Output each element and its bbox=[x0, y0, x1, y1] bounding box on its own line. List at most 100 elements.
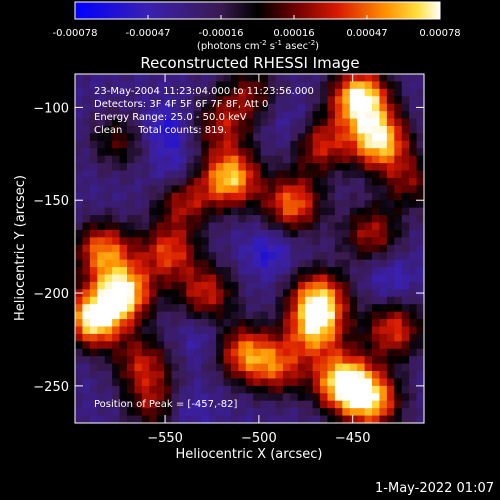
heatmap-cell bbox=[141, 177, 150, 186]
heatmap-cell bbox=[297, 140, 306, 149]
heatmap-cell bbox=[334, 140, 343, 149]
heatmap-cell bbox=[379, 252, 388, 261]
heatmap-cell bbox=[75, 111, 84, 120]
heatmap-cell bbox=[290, 170, 299, 179]
heatmap-cell bbox=[312, 81, 321, 90]
heatmap-cell bbox=[290, 408, 299, 417]
heatmap-cell bbox=[230, 393, 239, 402]
heatmap-cell bbox=[349, 111, 358, 120]
heatmap-cell bbox=[320, 296, 329, 305]
heatmap-cell bbox=[75, 237, 84, 246]
heatmap-cell bbox=[171, 74, 180, 83]
heatmap-cell bbox=[357, 311, 366, 320]
heatmap-cell bbox=[282, 408, 291, 417]
heatmap-cell bbox=[164, 155, 173, 164]
heatmap-cell bbox=[104, 378, 113, 387]
heatmap-cell bbox=[104, 319, 113, 328]
heatmap-cell bbox=[223, 148, 232, 157]
heatmap-cell bbox=[156, 148, 165, 157]
heatmap-cell bbox=[97, 81, 106, 90]
heatmap-cell bbox=[290, 348, 299, 357]
heatmap-cell bbox=[126, 244, 136, 253]
heatmap-cell bbox=[357, 274, 366, 283]
heatmap-cell bbox=[164, 177, 173, 186]
heatmap-cell bbox=[230, 296, 239, 305]
heatmap-cell bbox=[126, 133, 136, 142]
heatmap-cell bbox=[409, 281, 418, 290]
heatmap-cell bbox=[156, 88, 165, 97]
heatmap-cell bbox=[97, 371, 106, 380]
heatmap-cell bbox=[334, 96, 343, 105]
heatmap-cell bbox=[119, 155, 128, 164]
heatmap-cell bbox=[290, 252, 299, 261]
heatmap-cell bbox=[394, 81, 403, 90]
heatmap-cell bbox=[260, 326, 269, 335]
heatmap-cell bbox=[409, 163, 418, 172]
heatmap-cell bbox=[305, 281, 314, 290]
heatmap-cell bbox=[268, 96, 277, 105]
heatmap-cell bbox=[171, 140, 180, 149]
heatmap-cell bbox=[297, 267, 306, 276]
heatmap-cell bbox=[305, 140, 314, 149]
heatmap-cell bbox=[349, 118, 358, 127]
heatmap-cell bbox=[268, 400, 277, 409]
heatmap-cell bbox=[186, 200, 195, 209]
heatmap-cell bbox=[320, 304, 329, 313]
heatmap-cell bbox=[193, 333, 202, 342]
heatmap-cell bbox=[141, 333, 150, 342]
heatmap-cell bbox=[171, 177, 180, 186]
heatmap-cell bbox=[134, 259, 143, 268]
heatmap-cell bbox=[386, 163, 395, 172]
heatmap-cell bbox=[112, 96, 121, 105]
heatmap-cell bbox=[126, 400, 136, 409]
heatmap-cell bbox=[320, 237, 329, 246]
heatmap-cell bbox=[320, 148, 329, 157]
heatmap-cell bbox=[305, 400, 314, 409]
heatmap-cell bbox=[364, 200, 373, 209]
heatmap-cell bbox=[164, 96, 173, 105]
heatmap-cell bbox=[334, 296, 343, 305]
y-tick-label: −200 bbox=[33, 287, 69, 302]
heatmap-cell bbox=[230, 96, 239, 105]
heatmap-cell bbox=[349, 96, 358, 105]
heatmap-cell bbox=[305, 378, 314, 387]
heatmap-cell bbox=[75, 140, 84, 149]
heatmap-cell bbox=[290, 81, 299, 90]
heatmap-cell bbox=[349, 281, 358, 290]
heatmap-cell bbox=[149, 125, 158, 135]
heatmap-cell bbox=[379, 118, 388, 127]
heatmap-cell bbox=[89, 96, 98, 105]
heatmap-cell bbox=[312, 185, 321, 194]
heatmap-cell bbox=[134, 348, 143, 357]
heatmap-cell bbox=[268, 229, 277, 238]
heatmap-cell bbox=[141, 356, 150, 365]
heatmap-cell bbox=[112, 237, 121, 246]
heatmap-cell bbox=[379, 148, 388, 157]
heatmap-cell bbox=[171, 319, 180, 328]
heatmap-cell bbox=[349, 88, 358, 97]
heatmap-cell bbox=[97, 415, 106, 424]
heatmap-cell bbox=[312, 237, 321, 246]
heatmap-cell bbox=[164, 192, 173, 201]
heatmap-cell bbox=[119, 371, 128, 380]
heatmap-cell bbox=[364, 319, 373, 328]
heatmap-cell bbox=[201, 378, 210, 387]
heatmap-cell bbox=[372, 326, 381, 335]
heatmap-cell bbox=[372, 341, 381, 350]
heatmap-cell bbox=[208, 237, 217, 246]
heatmap-cell bbox=[327, 155, 336, 164]
heatmap-cell bbox=[394, 326, 403, 335]
heatmap-cell bbox=[327, 244, 336, 253]
heatmap-cell bbox=[230, 311, 239, 320]
heatmap-cell bbox=[401, 177, 410, 186]
heatmap-cell bbox=[104, 96, 113, 105]
heatmap-cell bbox=[401, 393, 410, 402]
heatmap-cell bbox=[253, 393, 262, 402]
heatmap-cell bbox=[178, 289, 187, 298]
heatmap-cell bbox=[334, 385, 343, 394]
heatmap-cell bbox=[305, 259, 314, 268]
heatmap-cell bbox=[193, 371, 202, 380]
heatmap-cell bbox=[186, 185, 195, 194]
heatmap-cell bbox=[238, 259, 247, 268]
heatmap-cell bbox=[75, 408, 84, 417]
